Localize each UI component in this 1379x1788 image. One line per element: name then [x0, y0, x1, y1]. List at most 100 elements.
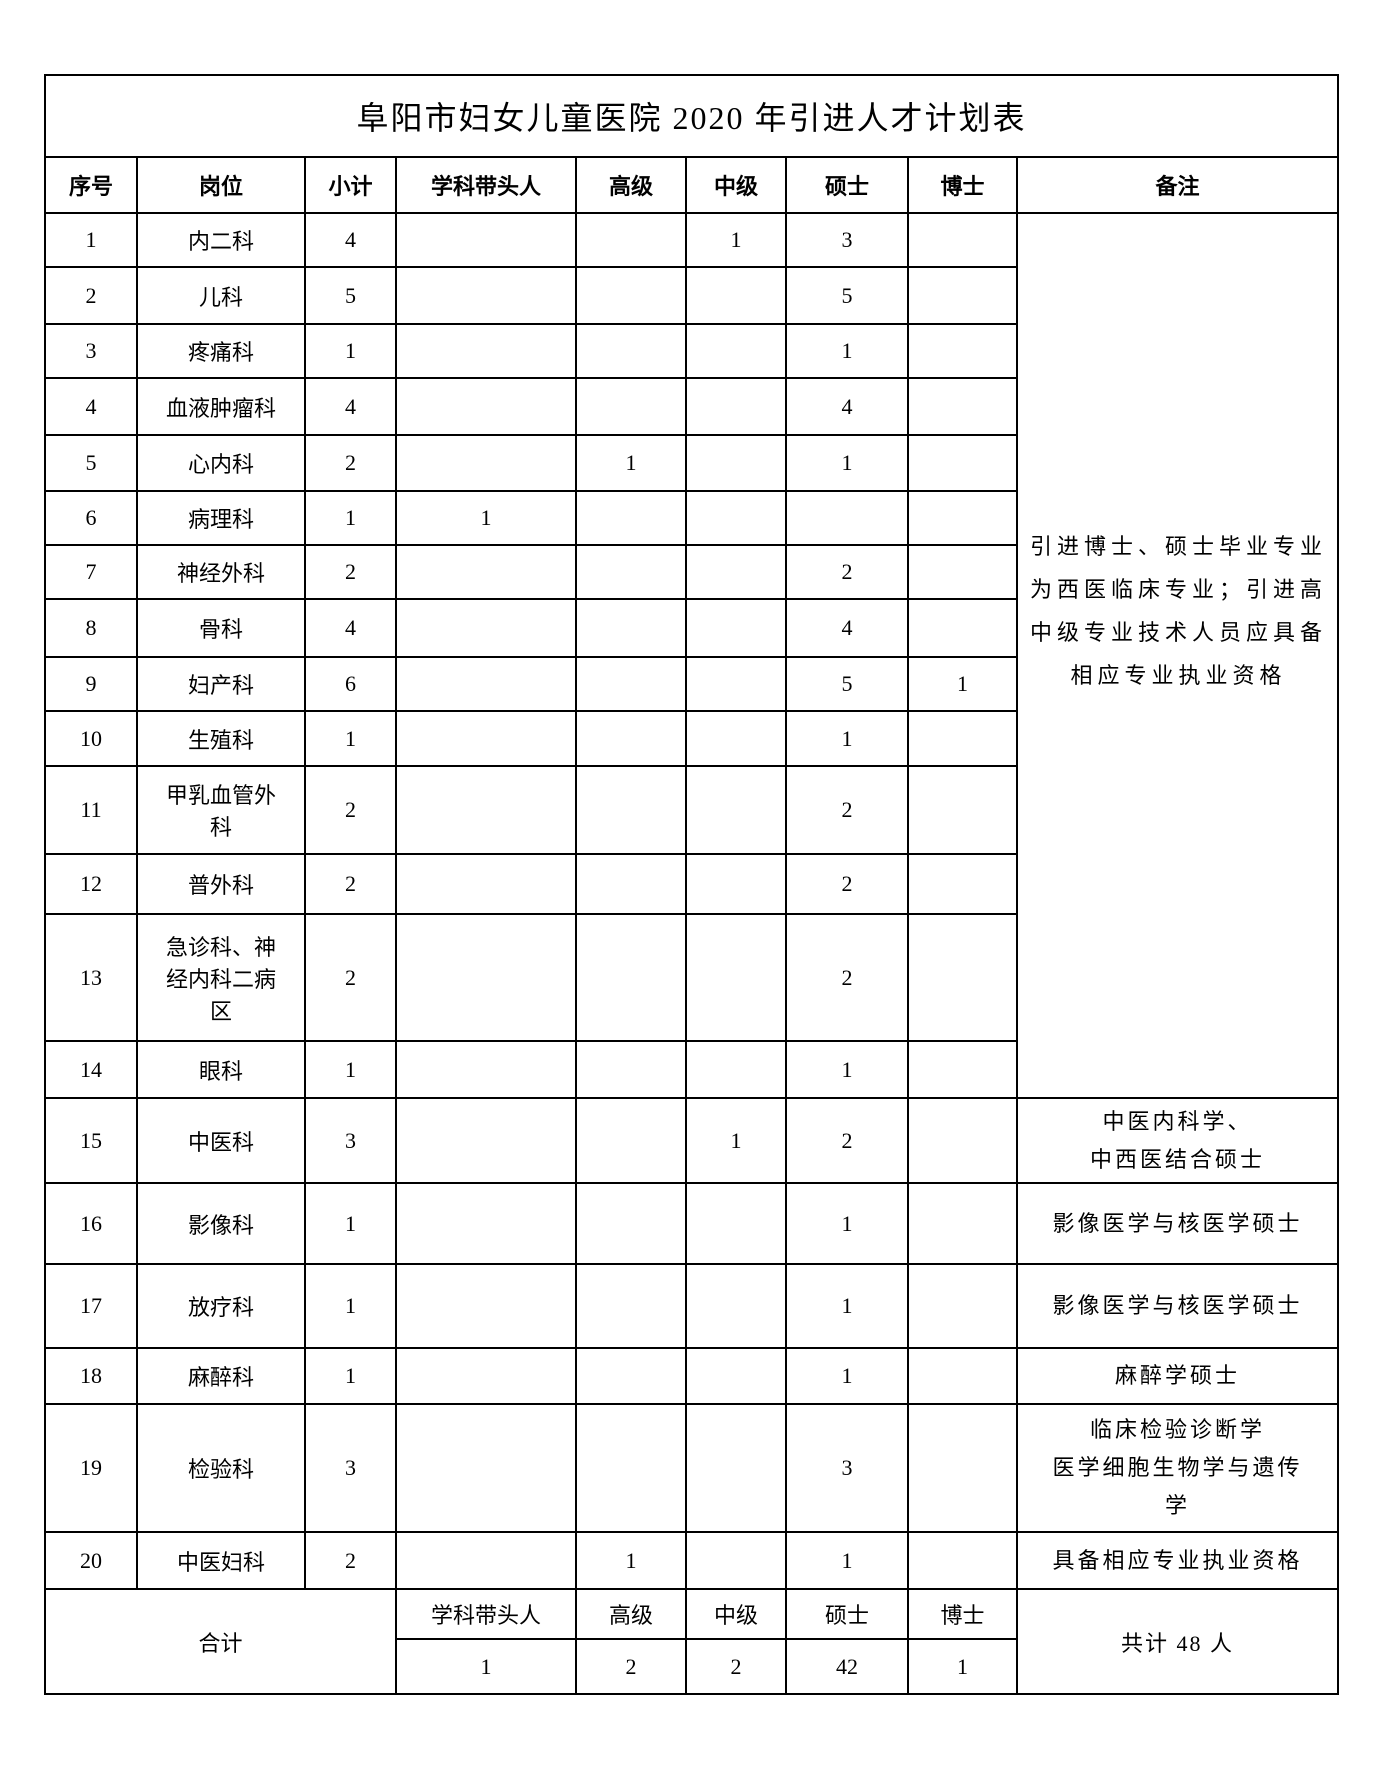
cell-post: 妇产科	[136, 656, 306, 712]
cell-post: 眼科	[136, 1040, 306, 1099]
cell-doctor	[907, 1182, 1018, 1265]
cell-leader	[395, 434, 577, 492]
col-header-doctor: 博士	[907, 156, 1018, 214]
cell-post: 中医科	[136, 1097, 306, 1184]
cell-master: 2	[785, 853, 909, 915]
remark-rows-1-14: 引进博士、硕士毕业专业为西医临床专业；引进高中级专业技术人员应具备相应专业执业资…	[1015, 212, 1340, 1099]
talent-plan-table: 阜阳市妇女儿童医院 2020 年引进人才计划表 序号 岗位 小计 学科带头人 高…	[43, 74, 1340, 1695]
cell-post: 内二科	[136, 212, 306, 268]
cell-senior: 1	[575, 434, 687, 492]
cell-master	[785, 490, 909, 546]
footer-row-totals: 1 2 2 42 1	[45, 1638, 1338, 1695]
cell-mid	[685, 1263, 787, 1349]
cell-post: 影像科	[136, 1182, 306, 1265]
cell-no: 15	[44, 1097, 138, 1184]
cell-doctor	[907, 1403, 1018, 1533]
cell-doctor	[907, 1263, 1018, 1349]
cell-senior	[575, 1182, 687, 1265]
cell-mid	[685, 1347, 787, 1405]
cell-leader	[395, 1040, 577, 1099]
cell-no: 19	[44, 1403, 138, 1533]
cell-senior	[575, 598, 687, 658]
remark-cell: 中医内科学、 中西医结合硕士	[1015, 1097, 1340, 1184]
cell-leader	[395, 323, 577, 379]
cell-doctor	[907, 434, 1018, 492]
cell-post: 血液肿瘤科	[136, 377, 306, 436]
cell-master: 2	[785, 913, 909, 1042]
cell-master: 1	[785, 434, 909, 492]
cell-leader	[395, 266, 577, 325]
cell-doctor	[907, 853, 1018, 915]
cell-mid	[685, 377, 787, 436]
header-row: 序号 岗位 小计 学科带头人 高级 中级 硕士 博士 备注	[44, 156, 1340, 214]
footer-subheader-intermediate: 中级	[685, 1588, 787, 1640]
cell-subtotal: 2	[304, 544, 397, 600]
cell-doctor	[907, 598, 1018, 658]
cell-mid	[685, 1531, 787, 1590]
cell-subtotal: 1	[304, 1263, 397, 1349]
cell-post: 生殖科	[136, 710, 306, 767]
cell-mid	[685, 490, 787, 546]
table-row: 3 疼痛科 1 1	[44, 323, 1338, 379]
col-header-remark: 备注	[1015, 156, 1340, 214]
cell-master: 5	[785, 266, 909, 325]
cell-no: 1	[44, 212, 138, 268]
cell-senior	[575, 490, 687, 546]
cell-subtotal: 4	[304, 377, 397, 436]
cell-no: 10	[44, 710, 138, 767]
table-row: 9 妇产科 6 5 1	[44, 656, 1338, 712]
cell-leader	[395, 1347, 577, 1405]
cell-mid	[685, 598, 787, 658]
cell-master: 1	[785, 323, 909, 379]
cell-subtotal: 1	[304, 1347, 397, 1405]
cell-senior	[575, 765, 687, 855]
cell-post: 神经外科	[136, 544, 306, 600]
table-row: 1 内二科 4 1 3 引进博士、硕士毕业专业为西医临床专业；引进高中级专业技术人员应具备…	[44, 212, 1340, 1099]
table-row: 14 眼科 1 1	[44, 1040, 1338, 1099]
table-row: 17 放疗科 1 1 影像医学与核医学硕士	[44, 1263, 1340, 1349]
table-row: 2 儿科 5 5	[44, 266, 1338, 325]
cell-post: 急诊科、神 经内科二病 区	[136, 913, 306, 1042]
cell-no: 14	[44, 1040, 138, 1099]
cell-no: 20	[44, 1531, 138, 1590]
cell-no: 5	[44, 434, 138, 492]
cell-no: 3	[44, 323, 138, 379]
cell-doctor: 1	[907, 656, 1018, 712]
col-header-post: 岗位	[136, 156, 306, 214]
cell-post: 疼痛科	[136, 323, 306, 379]
cell-mid: 1	[685, 1097, 787, 1184]
col-header-leader: 学科带头人	[395, 156, 577, 214]
cell-subtotal: 1	[304, 490, 397, 546]
cell-doctor	[907, 544, 1018, 600]
cell-master: 1	[785, 1040, 909, 1099]
remark-cell: 临床检验诊断学 医学细胞生物学与遗传 学	[1015, 1403, 1340, 1533]
cell-mid	[685, 1182, 787, 1265]
footer-subheader-master: 硕士	[785, 1588, 909, 1640]
cell-mid	[685, 710, 787, 767]
cell-doctor	[907, 212, 1018, 268]
cell-master: 1	[785, 1263, 909, 1349]
total-leader: 1	[395, 1638, 577, 1695]
cell-doctor	[907, 1040, 1018, 1099]
cell-doctor	[907, 323, 1018, 379]
cell-master: 1	[785, 1182, 909, 1265]
cell-doctor	[907, 490, 1018, 546]
cell-no: 4	[44, 377, 138, 436]
cell-post: 甲乳血管外 科	[136, 765, 306, 855]
table-row: 18 麻醉科 1 1 麻醉学硕士	[44, 1347, 1340, 1405]
cell-no: 2	[44, 266, 138, 325]
cell-senior	[575, 1097, 687, 1184]
table-row: 10 生殖科 1 1	[44, 710, 1338, 767]
cell-master: 1	[785, 1347, 909, 1405]
remark-cell: 影像医学与核医学硕士	[1015, 1263, 1340, 1349]
cell-subtotal: 1	[304, 1182, 397, 1265]
cell-senior	[575, 853, 687, 915]
cell-no: 11	[44, 765, 138, 855]
cell-master: 1	[785, 1531, 909, 1590]
table-row: 16 影像科 1 1 影像医学与核医学硕士	[44, 1182, 1340, 1265]
cell-master: 4	[785, 598, 909, 658]
cell-master: 4	[785, 377, 909, 436]
cell-leader	[395, 853, 577, 915]
grand-total: 共计 48 人	[1015, 1588, 1340, 1695]
